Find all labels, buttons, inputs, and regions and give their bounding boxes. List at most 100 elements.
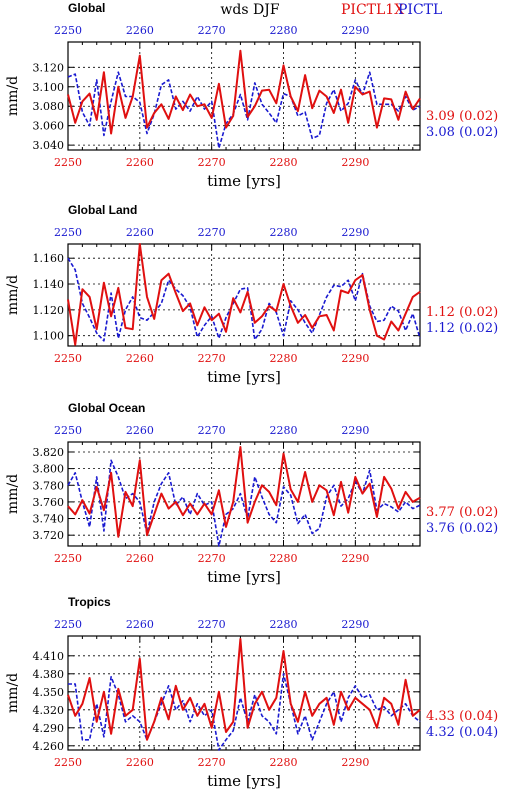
series-line-pictl (67, 71, 421, 149)
x-tick-label-bottom: 2280 (270, 352, 298, 365)
x-tick-label-bottom: 2280 (270, 552, 298, 565)
series-line-pictl1x (67, 446, 421, 538)
y-tick-label: 3.080 (33, 100, 65, 113)
x-tick-label-top: 2260 (126, 618, 154, 631)
x-tick-label-top: 2250 (54, 24, 82, 37)
y-tick-label: 4.350 (33, 686, 65, 699)
plot-frame (67, 243, 421, 347)
series-stat-pictl: 4.32 (0.04) (426, 725, 498, 740)
x-tick-label-bottom: 2290 (341, 352, 369, 365)
series-line-pictl (68, 672, 421, 751)
y-tick-label: 1.120 (33, 304, 65, 317)
series-line-pictl1x (67, 638, 421, 741)
x-tick-label-top: 2270 (198, 618, 226, 631)
x-tick-label-top: 2270 (198, 24, 226, 37)
y-tick-label: 1.140 (33, 278, 65, 291)
x-tick-label-bottom: 2290 (341, 156, 369, 169)
series-stat-pictl: 1.12 (0.02) (426, 321, 498, 336)
x-tick-label-top: 2280 (270, 424, 298, 437)
panel-title: Global Ocean (68, 401, 145, 415)
y-tick-label: 3.060 (33, 120, 65, 133)
x-tick-label-bottom: 2270 (198, 552, 226, 565)
y-tick-label: 1.160 (33, 252, 65, 265)
panel-global-land: Global Land 1.100 1.120 1.140 1.160 2250 2250 2… (5, 203, 498, 386)
plot-frame (67, 441, 421, 547)
x-tick-label-top: 2270 (198, 424, 226, 437)
series-line-pictl (67, 459, 421, 547)
x-tick-label-bottom: 2280 (270, 156, 298, 169)
y-tick-label: 4.380 (33, 668, 65, 681)
x-tick-label-bottom: 2270 (198, 156, 226, 169)
x-tick-label-top: 2250 (54, 424, 82, 437)
x-axis-label: time [yrs] (207, 368, 281, 386)
x-tick-label-top: 2270 (198, 226, 226, 239)
panel-tropics: Tropics 4.260 4.290 4.320 4.350 4.380 4.410 225… (5, 595, 498, 790)
x-tick-label-bottom: 2250 (54, 552, 82, 565)
x-tick-label-top: 2290 (341, 618, 369, 631)
x-axis-label: time [yrs] (207, 772, 281, 790)
x-tick-label-bottom: 2280 (270, 756, 298, 769)
y-tick-label: 4.290 (33, 722, 65, 735)
legend-red-label: PICTL1X (341, 2, 404, 18)
y-axis-label: mm/d (5, 673, 21, 713)
x-tick-label-top: 2260 (126, 24, 154, 37)
y-axis-label: mm/d (5, 76, 21, 116)
series-stat-pictl: 3.76 (0.02) (426, 521, 498, 536)
series-stat-pictl1x: 4.33 (0.04) (426, 709, 498, 724)
figure-title: wds DJF (220, 2, 279, 18)
y-tick-label: 3.740 (33, 513, 65, 526)
x-tick-label-top: 2290 (341, 24, 369, 37)
x-axis-label: time [yrs] (207, 172, 281, 190)
x-tick-label-bottom: 2260 (126, 352, 154, 365)
x-tick-label-top: 2250 (54, 226, 82, 239)
x-tick-label-bottom: 2250 (54, 156, 82, 169)
x-tick-label-top: 2280 (270, 24, 298, 37)
x-tick-label-top: 2260 (126, 424, 154, 437)
series-stat-pictl: 3.08 (0.02) (426, 125, 498, 140)
y-tick-label: 3.780 (33, 479, 65, 492)
panel-title: Global (68, 1, 105, 15)
x-tick-label-bottom: 2290 (341, 552, 369, 565)
x-tick-label-bottom: 2270 (198, 352, 226, 365)
x-tick-label-top: 2280 (270, 618, 298, 631)
series-line-pictl1x (67, 243, 421, 346)
x-tick-label-bottom: 2260 (126, 552, 154, 565)
y-axis-label: mm/d (5, 275, 21, 315)
y-tick-label: 3.120 (33, 61, 65, 74)
y-tick-label: 3.800 (33, 463, 65, 476)
plot-frame (67, 635, 421, 751)
panel-title: Tropics (68, 595, 111, 609)
x-tick-label-bottom: 2260 (126, 756, 154, 769)
x-tick-label-bottom: 2290 (341, 756, 369, 769)
y-tick-label: 3.040 (33, 139, 65, 152)
y-tick-label: 1.100 (33, 330, 65, 343)
x-tick-label-top: 2260 (126, 226, 154, 239)
series-line-pictl1x (67, 49, 421, 135)
x-tick-label-top: 2290 (341, 424, 369, 437)
y-tick-label: 3.720 (33, 529, 65, 542)
y-tick-label: 4.410 (33, 650, 65, 663)
series-line-pictl (67, 257, 421, 342)
y-tick-label: 4.320 (33, 704, 65, 717)
y-tick-label: 3.820 (33, 446, 65, 459)
x-tick-label-bottom: 2260 (126, 156, 154, 169)
x-tick-label-top: 2290 (341, 226, 369, 239)
x-tick-label-bottom: 2250 (54, 352, 82, 365)
panel-global: Global 3.040 3.060 3.080 3.100 3.120 2250 2250 2… (5, 1, 498, 190)
series-stat-pictl1x: 1.12 (0.02) (426, 305, 498, 320)
series-stat-pictl1x: 3.77 (0.02) (426, 505, 498, 520)
legend-blue-label: PICTL (398, 2, 442, 18)
x-tick-label-bottom: 2270 (198, 756, 226, 769)
series-stat-pictl1x: 3.09 (0.02) (426, 109, 498, 124)
x-axis-label: time [yrs] (207, 568, 281, 586)
x-tick-label-top: 2280 (270, 226, 298, 239)
y-tick-label: 4.260 (33, 740, 65, 753)
panel-global-ocean: Global Ocean 3.720 3.740 3.760 3.780 3.800 3.8… (5, 401, 498, 586)
panel-title: Global Land (68, 203, 137, 217)
y-axis-label: mm/d (5, 474, 21, 514)
y-tick-label: 3.760 (33, 496, 65, 509)
x-tick-label-bottom: 2250 (54, 756, 82, 769)
x-tick-label-top: 2250 (54, 618, 82, 631)
y-tick-label: 3.100 (33, 81, 65, 94)
